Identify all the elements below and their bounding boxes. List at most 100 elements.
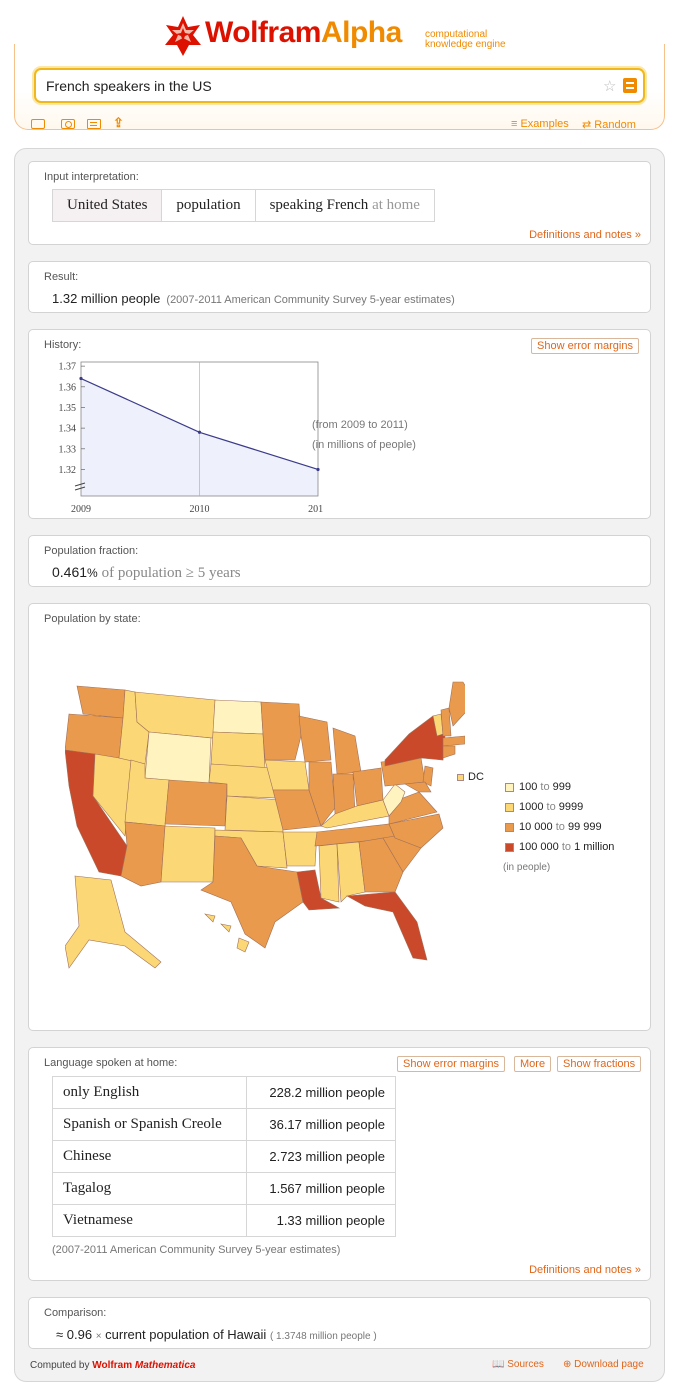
legend-swatch [505, 783, 514, 792]
show-fractions-button[interactable]: Show fractions [557, 1056, 642, 1072]
state-wisconsin [298, 715, 332, 763]
legend-to: to [555, 821, 565, 833]
qualifier-text: speaking French [269, 197, 369, 213]
state-alaska [65, 875, 162, 969]
logo-tagline: computational knowledge engine [425, 30, 525, 50]
tagline-line-1: computational [425, 29, 488, 40]
pod-language-spoken: Language spoken at home: Show error marg… [28, 1047, 651, 1281]
fraction-description: of population ≥ 5 years [101, 565, 241, 581]
footer-product: Mathematica [134, 1360, 196, 1371]
language-value: 1.567 million people [246, 1172, 396, 1205]
examples-link[interactable]: ≡ Examples [511, 118, 569, 130]
fraction-unit: % [87, 566, 98, 580]
fraction-value: 0.461% of population ≥ 5 years [52, 564, 241, 582]
language-name: Spanish or Spanish Creole [52, 1108, 247, 1141]
state-georgia [358, 837, 404, 893]
wolfram-star-icon [165, 16, 201, 56]
state-north-carolina [388, 813, 444, 849]
language-table: only English 228.2 million people Spanish … [52, 1076, 396, 1237]
result-value: 1.32 million people (2007-2011 American C… [52, 291, 455, 306]
pod-history: History: Show error margins 1.37 1.36 1.35… [28, 329, 651, 519]
state-new-mexico [160, 825, 216, 883]
state-massachusetts [442, 735, 465, 747]
y-tick-label: 1.37 [59, 362, 77, 373]
data-input-icon[interactable] [87, 119, 101, 129]
upload-icon[interactable]: ⇪ [113, 115, 124, 130]
search-box: ☆ [34, 68, 645, 103]
history-data-point [79, 376, 83, 381]
wolframalpha-logo[interactable]: WolframAlpha computational knowledge eng… [163, 14, 523, 58]
comparison-paren: ( 1.3748 million people ) [269, 1331, 377, 1342]
state-south-dakota [210, 731, 266, 769]
computed-by: Computed by Wolfram Mathematica [30, 1360, 195, 1371]
state-texas [200, 835, 304, 949]
x-tick-label: 2011 [308, 504, 323, 515]
state-hawaii [204, 913, 250, 953]
state-alabama [336, 841, 366, 903]
show-error-margins-button[interactable]: Show error margins [531, 338, 639, 354]
legend-from: 100 [519, 781, 538, 793]
state-arizona [120, 821, 166, 887]
state-illinois [308, 761, 336, 827]
state-iowa [264, 759, 310, 791]
show-error-margins-button[interactable]: Show error margins [397, 1056, 505, 1072]
x-tick-label: 2010 [190, 504, 210, 515]
table-row: Chinese 2.723 million people [52, 1140, 396, 1173]
state-ohio [352, 767, 384, 807]
search-input[interactable] [46, 76, 586, 96]
camera-icon[interactable] [61, 119, 75, 129]
state-florida [345, 891, 428, 961]
interp-cell-property: population [162, 190, 256, 221]
keyboard-icon[interactable] [31, 119, 45, 129]
history-range-note: (from 2009 to 2011) [312, 419, 408, 431]
favorite-star-icon[interactable]: ☆ [603, 78, 617, 95]
dc-text: DC [468, 771, 484, 783]
result-source-note: (2007-2011 American Community Survey 5-y… [166, 294, 455, 306]
axis-break-mark [74, 482, 86, 491]
definitions-notes-link[interactable]: Definitions and notes » [529, 1264, 641, 1276]
tagline-line-2: knowledge engine [425, 39, 506, 50]
language-source-note: (2007-2011 American Community Survey 5-y… [52, 1244, 341, 1256]
legend-to: to [540, 781, 550, 793]
book-icon: 📖 [492, 1359, 505, 1370]
state-maine [448, 681, 465, 727]
legend-swatch [505, 843, 514, 852]
comparison-factor: ≈ 0.96 [56, 1327, 93, 1342]
mathematica-link[interactable]: Wolfram Mathematica [92, 1360, 195, 1371]
history-line-chart: 1.37 1.36 1.35 1.34 1.33 1.32 2009 2010 2011 [59, 361, 323, 515]
pod-title: Population by state: [44, 613, 141, 625]
legend-label: 100 000 to 1 million [519, 841, 614, 853]
state-kansas [224, 795, 284, 833]
state-mississippi [318, 843, 340, 903]
pod-title: Language spoken at home: [44, 1057, 178, 1069]
pod-title: Comparison: [44, 1307, 107, 1319]
legend-from: 1000 [519, 801, 544, 813]
dc-label: DC [457, 771, 484, 783]
us-state-map [65, 681, 465, 969]
language-name: only English [52, 1076, 247, 1109]
table-row: Spanish or Spanish Creole 36.17 million p… [52, 1108, 396, 1141]
language-value: 1.33 million people [246, 1204, 396, 1237]
state-louisiana [296, 869, 341, 911]
table-row: Vietnamese 1.33 million people [52, 1204, 396, 1237]
interp-cell-entity: United States [53, 190, 163, 221]
legend-to: to [561, 841, 572, 853]
definitions-notes-link[interactable]: Definitions and notes » [529, 229, 641, 241]
compute-button[interactable] [623, 78, 637, 93]
table-row: Tagalog 1.567 million people [52, 1172, 396, 1205]
table-row: only English 228.2 million people [52, 1076, 396, 1109]
dc-swatch [457, 774, 464, 781]
sources-link[interactable]: 📖 Sources [492, 1359, 544, 1370]
legend-label: 100 to 999 [519, 781, 571, 793]
pod-input-interpretation: Input interpretation: United States popu… [28, 161, 651, 245]
language-value: 36.17 million people [246, 1108, 396, 1141]
legend-upper: 99 999 [567, 821, 602, 833]
download-page-link[interactable]: ⊕ Download page [563, 1359, 644, 1370]
legend-upper: 1 million [574, 841, 615, 853]
random-link[interactable]: ⇄ Random [582, 119, 636, 131]
x-tick-label: 2009 [71, 504, 91, 515]
more-button[interactable]: More [514, 1056, 552, 1072]
qualifier-suffix: at home [372, 197, 420, 213]
state-new-jersey [422, 765, 434, 787]
footer-brand: Wolfram [92, 1360, 133, 1371]
